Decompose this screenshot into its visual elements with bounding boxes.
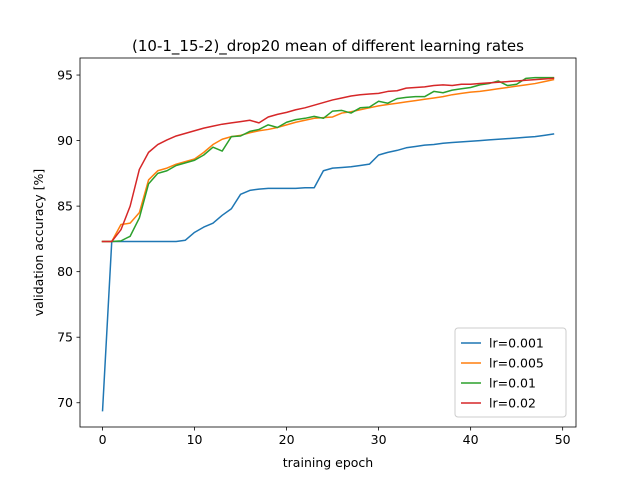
legend-label: lr=0.01 (489, 376, 536, 391)
series-layer (101, 76, 555, 412)
x-axis-label: training epoch (283, 455, 373, 470)
series-line-0 (101, 133, 555, 412)
y-tick-label: 70 (57, 395, 73, 410)
chart-title: (10-1_15-2)_drop20 mean of different lea… (132, 37, 524, 56)
legend-label: lr=0.005 (489, 356, 544, 371)
x-tick-label: 50 (555, 432, 571, 447)
y-tick-label: 85 (57, 199, 73, 214)
series-line-1 (101, 78, 555, 243)
y-tick-label: 95 (57, 68, 73, 83)
y-tick-label: 80 (57, 264, 73, 279)
series-line-2 (101, 76, 555, 243)
y-axis-label: validation accuracy [%] (31, 169, 46, 317)
series-line-3 (101, 77, 555, 243)
legend-box (454, 327, 567, 418)
y-axis: 70 75 80 85 90 95 (57, 68, 80, 410)
legend: lr=0.001 lr=0.005 lr=0.01 lr=0.02 (454, 327, 567, 418)
y-tick-label: 75 (57, 330, 73, 345)
x-tick-label: 30 (371, 432, 387, 447)
x-tick-label: 40 (463, 432, 479, 447)
x-tick-label: 20 (279, 432, 295, 447)
x-tick-label: 10 (187, 432, 203, 447)
plot-frame (79, 57, 577, 428)
x-tick-label: 0 (99, 432, 107, 447)
legend-label: lr=0.001 (489, 336, 544, 351)
x-axis: 0 10 20 30 40 50 (99, 427, 571, 447)
y-tick-label: 90 (57, 133, 73, 148)
legend-label: lr=0.02 (489, 396, 536, 411)
